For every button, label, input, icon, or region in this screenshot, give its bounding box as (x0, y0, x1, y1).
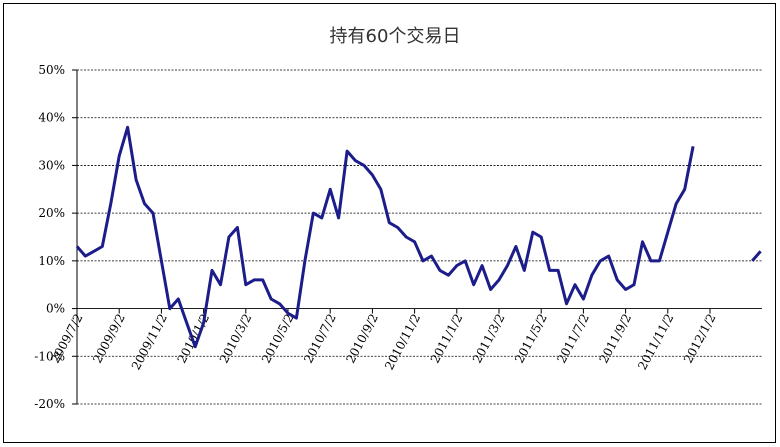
x-tick-label: 2010/7/2 (301, 311, 339, 365)
x-tick-label: 2012/1/2 (681, 311, 719, 365)
x-tick-label: 2009/9/2 (90, 311, 128, 365)
x-tick-label: 2009/11/2 (129, 311, 170, 372)
y-tick-label: 0% (46, 302, 65, 316)
y-tick-label: 10% (38, 254, 65, 268)
x-tick-label: 2011/9/2 (597, 311, 635, 365)
x-tick-label: 2009/7/2 (48, 311, 86, 365)
y-tick-label: 20% (38, 206, 65, 220)
x-tick-label: 2010/3/2 (217, 311, 255, 365)
data-line (75, 125, 762, 349)
y-tick-label: 40% (38, 111, 65, 125)
y-tick-label: -10% (34, 349, 65, 363)
x-tick-label: 2011/1/2 (428, 311, 466, 365)
x-tick-label: 2010/5/2 (259, 311, 297, 365)
chart-border (3, 3, 776, 443)
x-tick-label: 2010/11/2 (382, 311, 423, 372)
y-tick-label: 30% (38, 158, 65, 172)
chart-title: 持有60个交易日 (330, 26, 461, 47)
x-tick-label: 2011/5/2 (512, 311, 550, 365)
y-tick-label: -20% (34, 397, 65, 411)
x-tick-label: 2010/9/2 (343, 311, 381, 365)
x-tick-label: 2011/11/2 (635, 311, 676, 372)
y-tick-label: 50% (38, 63, 65, 77)
x-tick-label: 2011/3/2 (470, 311, 508, 365)
x-tick-label: 2011/7/2 (554, 311, 592, 365)
